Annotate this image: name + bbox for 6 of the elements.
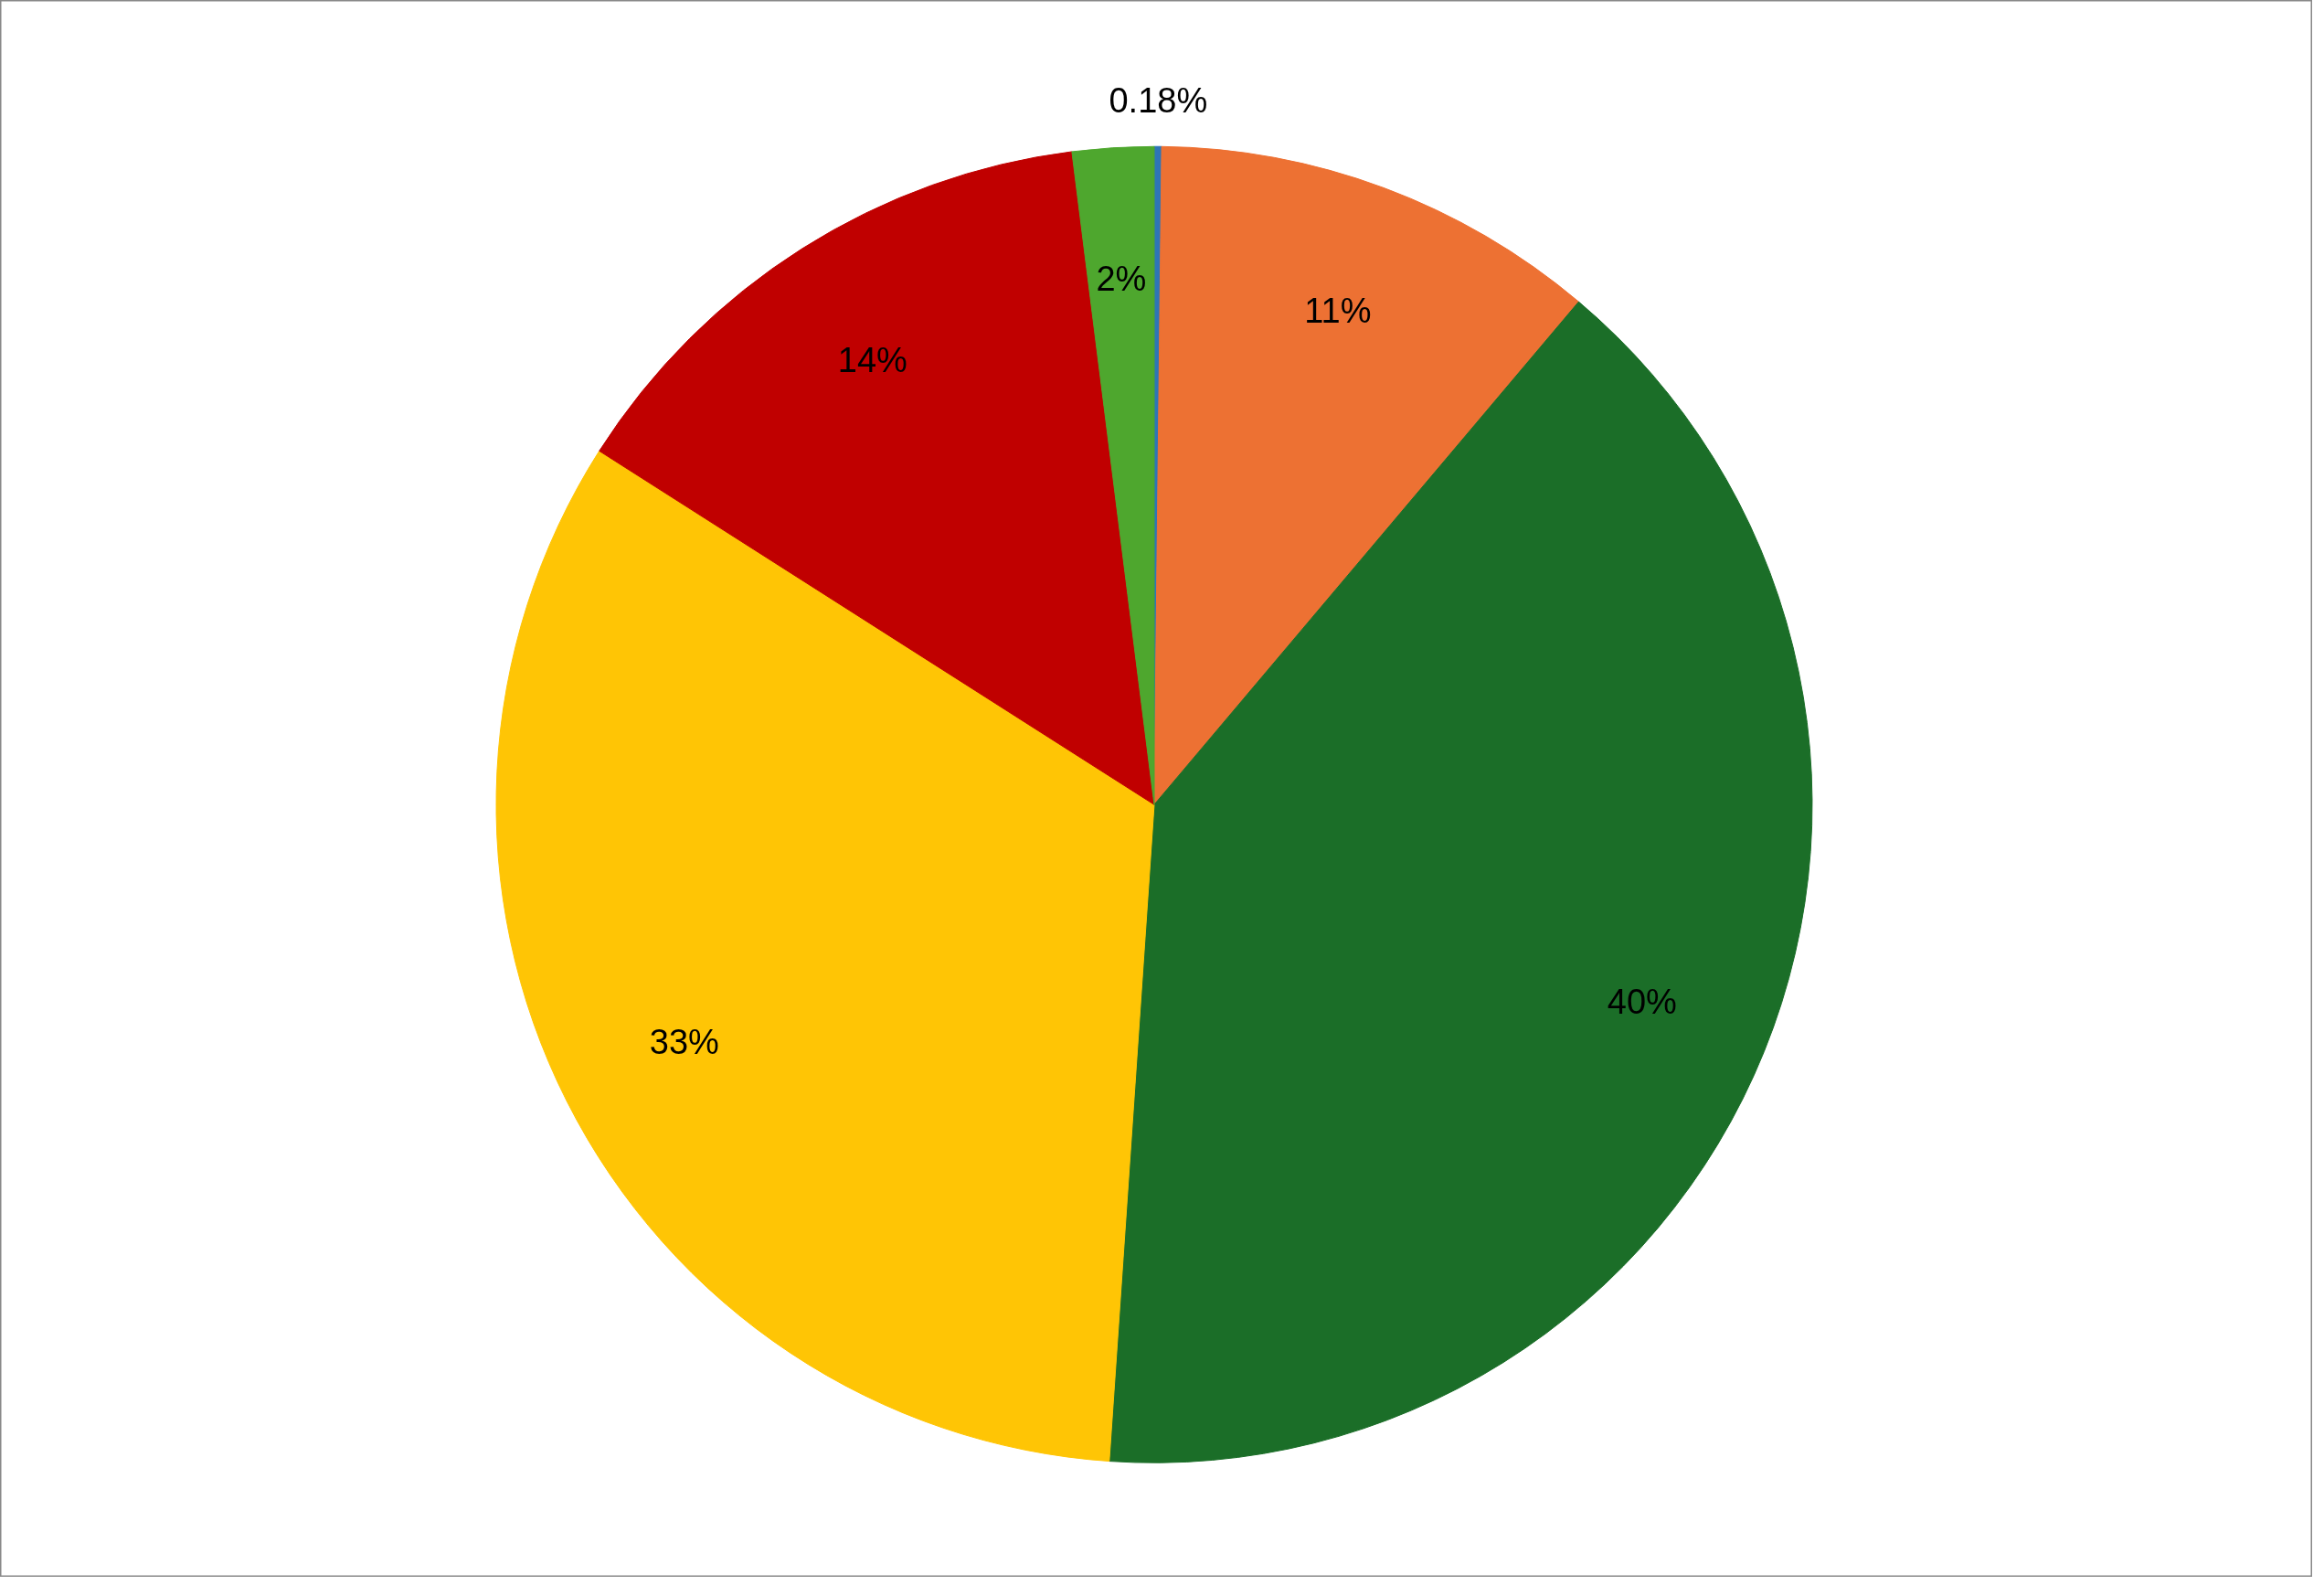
- data-label: 14%: [837, 340, 907, 379]
- data-label: 0.18%: [1109, 80, 1208, 120]
- data-label: 40%: [1607, 983, 1677, 1022]
- data-label: 33%: [649, 1022, 719, 1061]
- data-label: 2%: [1096, 260, 1147, 299]
- data-label: 11%: [1304, 292, 1372, 331]
